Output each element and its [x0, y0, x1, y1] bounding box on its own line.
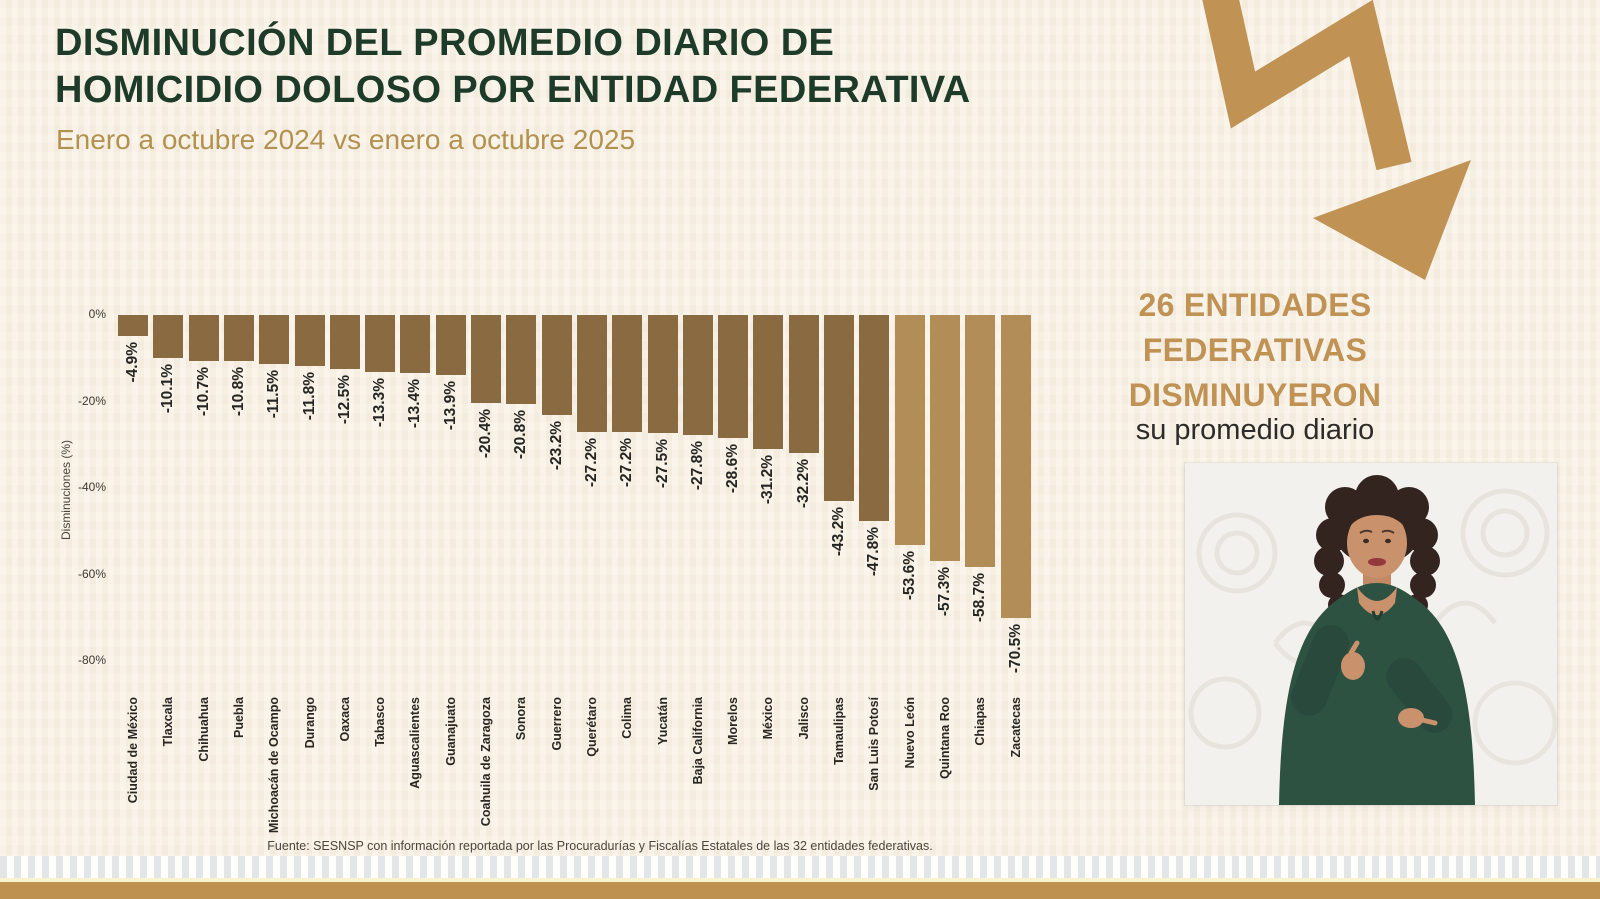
bar-category-label: Sonora: [514, 697, 529, 741]
bar-value-label: -23.2%: [547, 421, 565, 471]
side-headline-line2: FEDERATIVAS: [1142, 332, 1368, 368]
bar-value-label: -13.3%: [371, 378, 389, 428]
bar-category-label: Morelos: [726, 697, 741, 745]
side-headline: 26 ENTIDADES FEDERATIVAS DISMINUYERON: [1065, 283, 1445, 418]
page-title: DISMINUCIÓN DEL PROMEDIO DIARIO DE HOMIC…: [55, 20, 971, 114]
bar-value-label: -10.1%: [159, 364, 177, 414]
bar-value-label: -11.5%: [265, 370, 283, 419]
bar-value-label: -20.4%: [477, 409, 494, 459]
bar-category-label: Querétaro: [584, 697, 599, 757]
bar-value-label: -4.9%: [124, 342, 141, 383]
bar-6: [329, 315, 360, 369]
bar-value-label: -10.8%: [229, 367, 247, 417]
sign-language-interpreter-figure: [1188, 475, 1558, 805]
page-title-line1: DISMINUCIÓN DEL PROMEDIO DIARIO DE: [55, 22, 835, 64]
bar-category-label: Chihuahua: [196, 697, 211, 762]
bar-value-label: -31.2%: [759, 455, 777, 505]
bar-category-label: Yucatán: [655, 697, 670, 745]
bar-category-label: Ciudad de México: [126, 697, 140, 804]
bar-category-label: Nuevo León: [902, 697, 917, 769]
bar-category-label: Puebla: [231, 697, 246, 738]
sign-language-interpreter-video: [1185, 463, 1558, 805]
bar-value-label: -11.8%: [300, 372, 318, 421]
bar-19: [788, 315, 819, 453]
bar-value-label: -27.2%: [582, 438, 600, 488]
bar-category-label: Tamaulipas: [832, 697, 846, 765]
bar-value-label: -13.4%: [406, 379, 424, 429]
side-headline-line1: 26 ENTIDADES: [1138, 287, 1372, 323]
bar-value-label: -47.8%: [865, 527, 883, 577]
bar-3: [223, 315, 254, 361]
bar-7: [365, 315, 396, 372]
bar-5: [294, 315, 325, 366]
bar-category-label: Oaxaca: [337, 697, 352, 742]
bar-category-label: Jalisco: [796, 697, 811, 740]
bar-20: [824, 315, 854, 501]
bar-value-label: -10.7%: [194, 367, 212, 417]
bar-12: [541, 315, 572, 415]
bar-category-label: Chiapas: [973, 697, 988, 746]
bar-value-label: -20.8%: [512, 410, 530, 460]
bar-category-label: Michoacán de Ocampo: [267, 697, 282, 834]
side-subheadline: su promedio diario: [1135, 414, 1375, 446]
bar-category-label: Tlaxcala: [161, 697, 176, 747]
bar-value-label: -13.9%: [441, 381, 459, 431]
bar-value-label: -28.6%: [724, 444, 742, 494]
y-tick-label: -20%: [77, 393, 106, 408]
bar-2: [188, 315, 219, 361]
bar-value-label: -43.2%: [830, 507, 847, 557]
bar-category-label: Zacatecas: [1008, 697, 1023, 758]
bar-category-label: Colima: [620, 697, 635, 739]
bar-category-label: Baja California: [690, 697, 705, 785]
bar-category-label: Durango: [302, 697, 317, 749]
bar-value-label: -27.8%: [688, 441, 706, 491]
bar-13: [576, 315, 607, 432]
bar-category-label: Coahuila de Zaragoza: [479, 697, 493, 827]
bar-value-label: -58.7%: [971, 573, 989, 623]
bar-8: [400, 315, 431, 373]
bar-22: [894, 315, 925, 545]
side-headline-line3: DISMINUYERON: [1128, 377, 1382, 413]
declining-arrow-icon: [1165, 0, 1595, 298]
bottom-bar-gold: [0, 882, 1600, 899]
bar-14: [612, 315, 643, 432]
bar-category-label: San Luis Potosí: [867, 697, 882, 791]
bottom-strip-light: [0, 856, 1600, 878]
bar-1: [153, 315, 184, 358]
bar-value-label: -70.5%: [1006, 624, 1024, 674]
y-tick-label: 0%: [88, 307, 106, 321]
bar-9: [435, 315, 466, 375]
bar-value-label: -27.5%: [653, 439, 671, 489]
y-tick-label: -60%: [77, 566, 106, 581]
bar-category-label: Aguascalientes: [408, 697, 423, 789]
page-subtitle: Enero a octubre 2024 vs enero a octubre …: [56, 124, 636, 155]
y-tick-label: -80%: [77, 653, 106, 667]
source-note: Fuente: SESNSP con información reportada…: [267, 839, 933, 853]
bar-15: [647, 315, 678, 433]
bar-value-label: -32.2%: [794, 459, 812, 509]
bar-18: [753, 315, 784, 449]
bottom-strip-pale-yellow: [0, 878, 1600, 882]
bar-23: [929, 315, 960, 561]
bar-value-label: -12.5%: [335, 375, 353, 425]
bar-category-label: Tabasco: [373, 697, 388, 747]
bar-16: [682, 315, 713, 435]
bar-25: [1000, 315, 1031, 618]
bar-11: [506, 315, 537, 404]
bar-category-label: Guerrero: [549, 697, 564, 751]
bar-category-label: México: [761, 697, 776, 740]
bar-value-label: -53.6%: [900, 551, 918, 601]
bar-4: [259, 315, 290, 364]
bar-17: [718, 315, 749, 438]
bar-21: [859, 315, 890, 521]
bar-category-label: Guanajuato: [443, 697, 458, 766]
bar-24: [965, 315, 996, 567]
bar-value-label: -57.3%: [935, 567, 953, 617]
bar-category-label: Quintana Roo: [937, 697, 952, 779]
bar-value-label: -27.2%: [618, 438, 636, 488]
y-tick-label: -40%: [77, 480, 106, 494]
bar-10: [471, 315, 501, 403]
bar-0: [118, 315, 148, 336]
page-title-line2: HOMICIDIO DOLOSO POR ENTIDAD FEDERATIVA: [55, 69, 971, 111]
